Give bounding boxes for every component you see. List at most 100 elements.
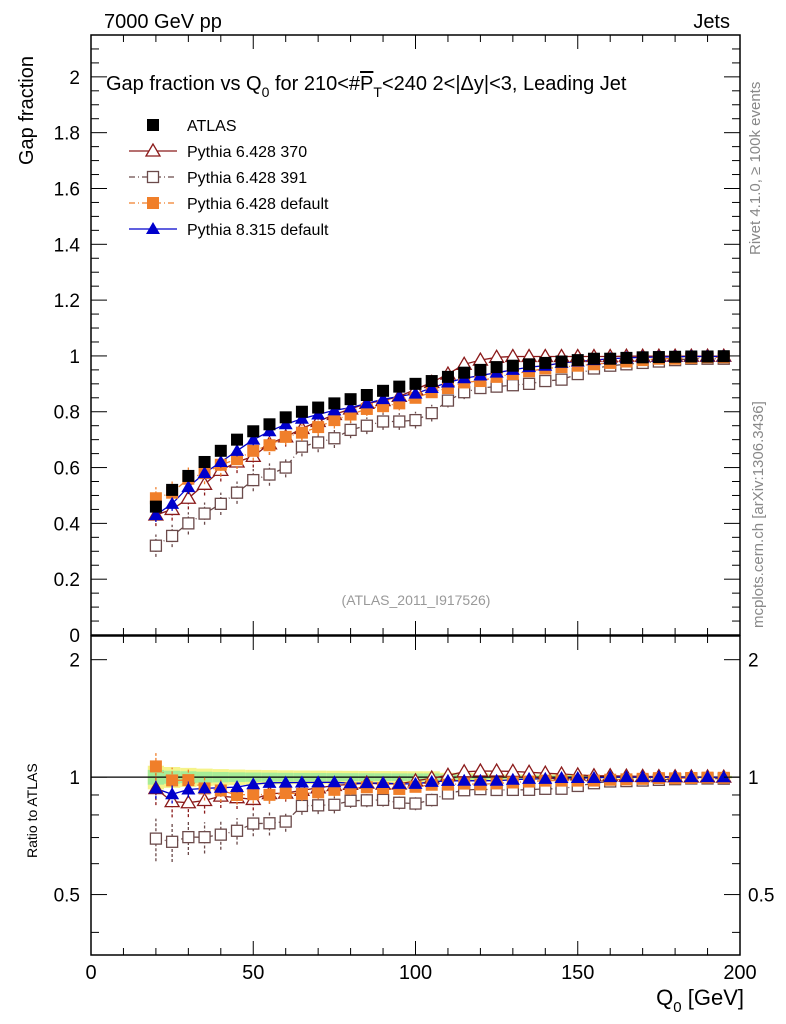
- main-point-atlas: [247, 425, 260, 438]
- ratio-point-pythia-6-428-default: [182, 774, 195, 787]
- ratio-point-pythia-8-315-default: [457, 773, 472, 786]
- y-tick-label: 0.6: [54, 459, 80, 480]
- main-point-atlas: [263, 418, 276, 431]
- main-point-atlas: [636, 351, 649, 364]
- main-point-atlas: [506, 359, 519, 372]
- legend-label-pythia-6-428-370: Pythia 6.428 370: [187, 144, 307, 161]
- x-tick-label: 50: [242, 962, 264, 984]
- ratio-point-pythia-8-315-default: [538, 771, 553, 784]
- main-point-atlas: [360, 389, 373, 401]
- main-point-pythia-6-428-391: [149, 539, 163, 552]
- main-point-atlas: [441, 370, 454, 383]
- ratio-point-pythia-8-315-default: [376, 776, 391, 789]
- main-point-pythia-6-428-370: [504, 348, 521, 363]
- main-point-pythia-6-428-391: [295, 440, 309, 453]
- main-point-atlas: [620, 351, 633, 364]
- ratio-point-pythia-8-315-default: [619, 770, 634, 783]
- ratio-point-pythia-8-315-default: [489, 773, 504, 786]
- y-tick-label: 0.8: [54, 403, 80, 424]
- main-point-atlas: [701, 350, 714, 363]
- ratio-point-pythia-6-428-default: [166, 774, 179, 787]
- main-point-pythia-6-428-391: [344, 423, 357, 437]
- main-point-pythia-6-428-default: [328, 414, 341, 427]
- ratio-point-pythia-8-315-default: [197, 781, 212, 794]
- ratio-point-pythia-6-428-391: [149, 832, 163, 845]
- ratio-point-pythia-8-315-default: [635, 770, 650, 783]
- chart-title: Gap fraction vs Q0 for 210<#PT<240 2<|Δy…: [106, 73, 627, 100]
- ratio-point-pythia-8-315-default: [440, 773, 455, 786]
- legend-label-atlas: ATLAS: [187, 118, 237, 135]
- ratio-point-pythia-8-315-default: [213, 780, 228, 793]
- mcplots-label: mcplots.cern.ch [arXiv:1306.3436]: [750, 401, 767, 628]
- main-point-pythia-6-428-391: [247, 473, 260, 487]
- ratio-tick-label-left: 2: [69, 651, 80, 672]
- main-point-atlas: [490, 361, 503, 374]
- y-tick-label: 0: [69, 626, 80, 647]
- main-point-pythia-8-315-default: [359, 396, 374, 409]
- main-point-pythia-8-315-default: [165, 496, 180, 509]
- ratio-point-pythia-6-428-391: [376, 793, 390, 807]
- ratio-point-pythia-8-315-default: [684, 770, 699, 783]
- main-point-pythia-6-428-default: [247, 444, 260, 457]
- ratio-point-pythia-8-315-default: [327, 775, 342, 788]
- main-point-pythia-8-315-default: [246, 432, 261, 445]
- x-axis-title: Q0 [GeV]: [656, 985, 744, 1016]
- main-point-atlas: [279, 411, 292, 424]
- main-point-atlas: [393, 380, 406, 393]
- main-point-pythia-6-428-default: [263, 439, 276, 452]
- main-point-atlas: [587, 352, 600, 365]
- ratio-point-pythia-8-315-default: [359, 776, 374, 789]
- ratio-point-pythia-6-428-391: [279, 815, 292, 828]
- ratio-point-pythia-8-315-default: [181, 782, 196, 795]
- ratio-point-pythia-8-315-default: [294, 775, 309, 788]
- ratio-point-pythia-6-428-391: [295, 799, 309, 813]
- main-point-pythia-8-315-default: [343, 400, 358, 413]
- ratio-point-pythia-6-428-391: [360, 794, 373, 807]
- ratio-point-pythia-6-428-391: [214, 828, 227, 841]
- main-point-pythia-6-428-391: [328, 432, 341, 445]
- ratio-point-pythia-6-428-370: [180, 794, 197, 809]
- ratio-point-pythia-6-428-default: [279, 787, 292, 800]
- main-point-atlas: [409, 377, 422, 390]
- x-tick-label: 0: [85, 962, 96, 984]
- ratio-point-pythia-8-315-default: [651, 770, 666, 783]
- ratio-point-pythia-6-428-391: [247, 817, 260, 830]
- ratio-point-pythia-8-315-default: [505, 772, 520, 785]
- ratio-tick-label-right: 2: [748, 651, 759, 672]
- energy-label: 7000 GeV pp: [104, 11, 222, 33]
- ratio-y-axis-title: Ratio to ATLAS: [24, 763, 40, 858]
- ratio-point-pythia-8-315-default: [570, 770, 585, 783]
- main-point-pythia-6-428-default: [295, 426, 308, 439]
- y-tick-label: 1.2: [54, 291, 80, 312]
- main-point-pythia-8-315-default: [376, 392, 391, 405]
- main-point-atlas: [539, 356, 552, 369]
- main-point-pythia-6-428-391: [539, 374, 552, 388]
- main-point-pythia-8-315-default: [148, 508, 163, 520]
- main-point-atlas: [458, 366, 471, 379]
- ratio-point-pythia-6-428-391: [230, 824, 244, 837]
- ratio-tick-label-right: 1: [748, 768, 759, 789]
- legend-marker-pythia-6-428-370: [144, 142, 162, 157]
- ratio-point-pythia-8-315-default: [424, 774, 439, 787]
- ratio-point-pythia-6-428-391: [198, 831, 211, 844]
- main-point-pythia-6-428-391: [555, 373, 568, 386]
- ratio-series-points: [147, 753, 732, 863]
- main-point-atlas: [652, 351, 665, 364]
- main-series-points: [147, 347, 732, 557]
- main-point-atlas: [182, 469, 195, 482]
- main-point-pythia-6-428-default: [231, 453, 244, 466]
- main-point-pythia-6-428-391: [506, 379, 520, 392]
- main-point-pythia-6-428-391: [425, 406, 438, 420]
- ratio-tick-label-left: 0.5: [54, 886, 80, 907]
- ratio-point-pythia-6-428-391: [425, 793, 438, 807]
- analysis-label: (ATLAS_2011_I917526): [342, 592, 491, 608]
- ratio-point-pythia-6-428-391: [165, 835, 179, 848]
- main-point-atlas: [214, 444, 227, 457]
- main-point-pythia-8-315-default: [408, 386, 423, 399]
- main-point-pythia-8-315-default: [392, 389, 407, 402]
- y-tick-label: 0.2: [54, 570, 80, 591]
- ratio-tick-label-left: 1: [69, 768, 80, 789]
- y-axis-title: Gap fraction: [16, 56, 38, 165]
- ratio-point-pythia-8-315-default: [311, 775, 326, 788]
